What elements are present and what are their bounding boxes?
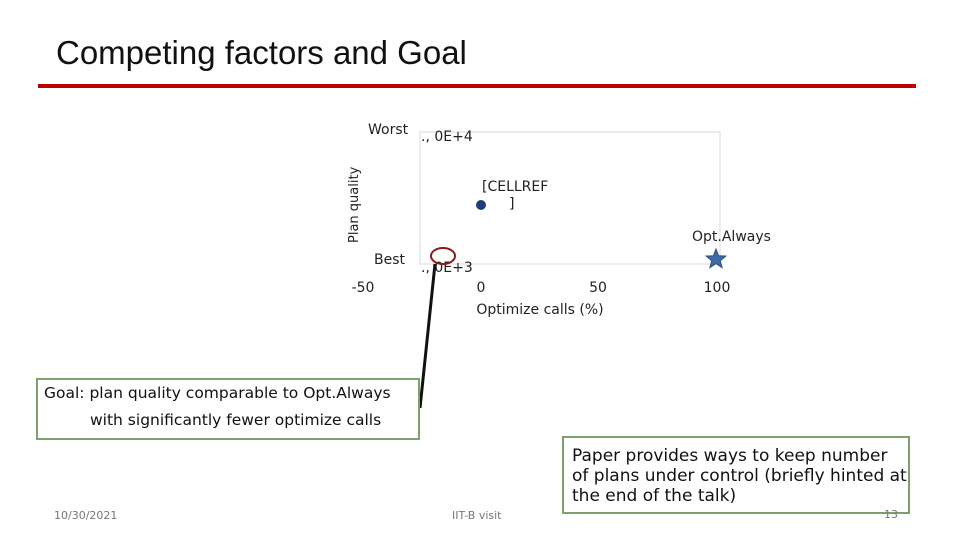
data-point-cellref xyxy=(476,200,486,210)
x-tick-0: 0 xyxy=(477,280,486,296)
y-word-best: Best xyxy=(374,252,406,268)
footer-center: IIT-B visit xyxy=(452,509,502,522)
y-axis-label: Plan quality xyxy=(347,166,362,243)
y-tick-bottom: ., 0E+3 xyxy=(421,260,473,276)
x-tick-50: 50 xyxy=(589,280,607,296)
data-point-optalways xyxy=(704,247,728,269)
slide-title: Competing factors and Goal xyxy=(56,34,467,71)
footer-date: 10/30/2021 xyxy=(54,509,118,522)
point-label-cellref-l2: ] xyxy=(509,196,514,212)
x-tick-100: 100 xyxy=(704,280,731,296)
x-tick-neg50: -50 xyxy=(352,280,375,296)
goal-line1: plan quality comparable to Opt.Always xyxy=(84,384,391,402)
point-label-optalways: Opt.Always xyxy=(692,229,771,245)
paper-callout: Paper provides ways to keep number of pl… xyxy=(562,436,910,514)
plot-area xyxy=(419,131,721,265)
goal-line2: with significantly fewer optimize calls xyxy=(90,411,382,429)
goal-label: Goal: xyxy=(44,384,85,402)
y-tick-top: ., 0E+4 xyxy=(421,129,473,145)
connector-line xyxy=(418,263,437,409)
goal-callout: Goal: plan quality comparable to Opt.Alw… xyxy=(36,378,420,440)
target-circle xyxy=(430,247,456,265)
point-label-cellref-l1: [CELLREF xyxy=(482,179,548,195)
x-axis-label: Optimize calls (%) xyxy=(476,302,603,318)
page-number: 13 xyxy=(884,508,898,521)
title-rule xyxy=(38,84,916,88)
y-word-worst: Worst xyxy=(368,122,409,138)
